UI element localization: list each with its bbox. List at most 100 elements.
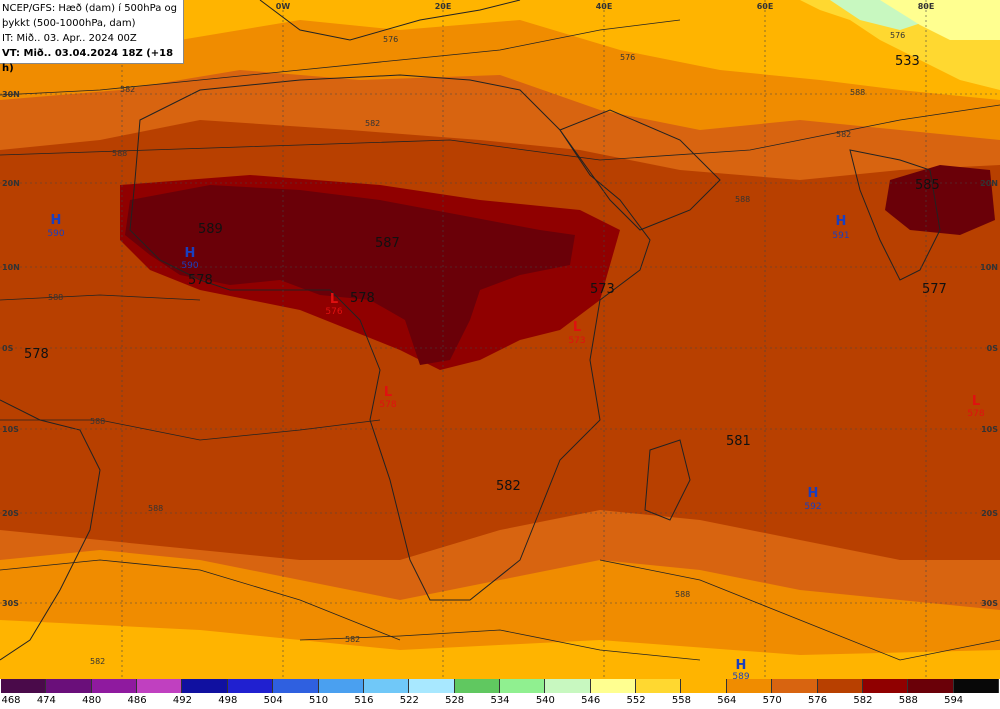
value-label: 533 [895,54,920,69]
value-label: 573 [590,282,615,297]
madagascar-coastline [644,439,691,521]
high-markers: H 590 H 590 H 591 H 592 H 589 [47,213,849,679]
colorbar-swatch [545,679,591,693]
colorbar-label: 564 [717,695,737,706]
contour-label: 588 [90,417,105,426]
value-label: 577 [922,282,947,297]
colorbar-swatch [953,679,999,693]
colorbar-label: 546 [581,695,601,706]
low-marker: L 578 [967,394,984,419]
high-marker: H 592 [804,486,821,512]
high-letter: H [836,214,847,229]
colorbar-swatch [1,679,47,693]
low-value: 573 [568,336,585,346]
latitude-labels-left: 30N 20N 10N 0S 10S 20S 30S [2,90,20,608]
contour-label: 582 [120,85,135,94]
low-value: 578 [967,409,984,419]
colorbar-swatch [817,679,863,693]
colorbar-label: 528 [445,695,465,706]
low-marker: L 578 [379,385,396,410]
lat-label: 20N [980,179,998,188]
contour-label: 576 [890,31,905,40]
colorbar-label: 594 [944,695,964,706]
value-label: 578 [24,347,49,362]
contour-label: 582 [836,130,851,139]
high-letter: H [736,658,747,673]
colorbar-swatch [636,679,682,693]
lat-label: 20S [2,509,19,518]
colorbar-label: 510 [308,695,329,706]
lat-label: 10S [2,425,19,434]
colorbar-swatch [227,679,274,693]
latitude-labels-right: 20N 10N 0S 10S 20S 30S [980,179,998,608]
lat-label: 30S [2,599,19,608]
colorbar-label: 492 [172,695,192,706]
band-546 [880,0,1000,40]
colorbar-label: 588 [898,695,918,706]
high-letter: H [185,246,196,261]
colorbar-swatch [273,679,319,693]
colorbar-swatch [91,679,138,693]
colorbar-swatch [772,679,818,693]
lat-label: 30N [2,90,20,99]
colorbar-label: 474 [36,695,56,706]
africa-coastline [129,74,651,601]
colorbar-label: 468 [1,695,21,706]
band-588 [125,185,575,365]
colorbar: 468 474 480 486 492 498 504 510 516 522 528 534 540 5… [0,679,1000,709]
contour-label: 576 [383,35,398,44]
india-coastline [849,149,941,281]
low-letter: L [330,292,338,307]
lat-label: 20S [981,509,998,518]
colorbar-swatch [500,679,546,693]
lon-label: 40E [596,2,613,11]
low-letter: L [573,320,581,335]
colorbar-swatch [862,679,909,693]
lat-label: 0S [987,344,999,353]
contour-label: 588 [112,149,127,158]
colorbar-label: 516 [354,695,374,706]
high-value: 590 [47,229,64,239]
contour-label: 576 [620,53,635,62]
low-letter: L [972,394,980,409]
lat-label: 10N [2,263,20,272]
value-label: 585 [915,178,940,193]
value-label: 578 [188,273,213,288]
map-canvas: 0W 20E 40E 60E 80E 30N 20N 10N 0S 10S 20… [0,0,1000,679]
value-label: 587 [375,236,400,251]
high-letter: H [51,213,62,228]
value-label: 582 [496,479,521,494]
colorbar-label: 570 [762,695,782,706]
colorbar-swatch [318,679,364,693]
colorbar-swatch [363,679,410,693]
colorbar-label: 552 [626,695,646,706]
colorbar-label: 576 [807,695,828,706]
lat-label: 10N [980,263,998,272]
contour-label: 588 [675,590,690,599]
high-marker: H 590 [181,246,198,271]
high-letter: H [808,486,819,501]
lat-label: 30S [981,599,998,608]
colorbar-swatch [409,679,455,693]
colorbar-swatch [726,679,773,693]
colorbar-swatch [137,679,183,693]
graticule [0,0,1000,679]
colorbar-label: 486 [127,695,147,706]
high-marker: H 590 [47,213,64,239]
info-line-2: þykkt (500-1000hPa, dam) [2,18,136,29]
high-value: 590 [181,261,198,271]
lat-label: 0S [2,344,14,353]
high-marker: H 589 [732,658,749,679]
low-value: 576 [325,307,342,317]
value-label: 578 [350,291,375,306]
colorbar-swatch [681,679,727,693]
info-line-1: NCEP/GFS: Hæð (dam) í 500hPa og [2,3,177,14]
lon-label: 0W [276,2,291,11]
low-marker: L 573 [568,320,585,346]
low-letter: L [384,385,392,400]
colorbar-label: 534 [490,695,510,706]
contour-label: 582 [365,119,380,128]
colorbar-swatch [46,679,92,693]
south-america-coastline [0,399,101,661]
band-588-east [885,165,995,235]
